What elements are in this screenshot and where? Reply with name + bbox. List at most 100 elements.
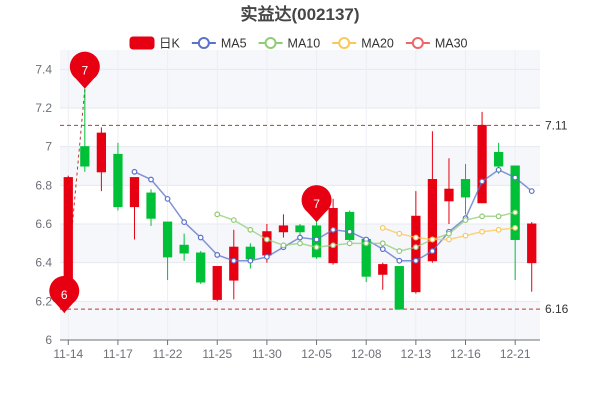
legend-kline-swatch [129, 36, 155, 50]
candle-body [129, 177, 140, 208]
candles [63, 88, 537, 310]
ma5-point [512, 174, 519, 181]
legend[interactable]: 日K MA5 MA10 MA20 MA30 [129, 36, 468, 51]
ma5-point [396, 257, 403, 264]
ma20-point [512, 224, 519, 231]
candle-body [493, 151, 504, 167]
ma5-point [164, 195, 171, 202]
y-tick-label: 7.2 [35, 101, 52, 115]
candle-body [527, 223, 537, 264]
ma5-point [429, 248, 436, 254]
ma10-point [462, 217, 469, 224]
pin-label: 7 [313, 197, 320, 211]
pin-marker-icon [301, 185, 332, 223]
plot-band [60, 301, 540, 340]
candle-body [80, 146, 90, 167]
ma10-point [379, 240, 386, 247]
ma5-point [247, 257, 254, 264]
ma10-point [280, 242, 287, 249]
x-axis: 11-14 11-17 11-22 11-25 11-30 12-05 12-08 12-13… [53, 339, 540, 361]
ma10-point [247, 226, 254, 233]
ma5-point [379, 246, 386, 253]
legend-ma5-marker [197, 37, 210, 49]
pin-marker-icon [69, 51, 100, 89]
candle-body [444, 188, 454, 202]
ma10-point [297, 240, 303, 247]
ma20-point [379, 224, 386, 231]
candle-body [411, 215, 421, 293]
ma20-point [479, 228, 485, 235]
ma5-point [528, 188, 535, 195]
candle-body [378, 264, 388, 275]
pin-label: 6 [61, 288, 68, 302]
candle-body [262, 231, 272, 256]
x-tick-label: 12-05 [301, 347, 332, 361]
ma20-point [446, 236, 452, 243]
candle-body [96, 132, 107, 173]
candle-body [345, 211, 355, 240]
ma20-point [412, 234, 419, 241]
candle-body [63, 177, 73, 293]
pin-marker-icon [49, 275, 80, 313]
candle-body [427, 179, 438, 262]
ma20-point [429, 236, 436, 243]
legend-ma20-label: MA20 [361, 37, 394, 51]
y-tick-label: 6.2 [35, 294, 52, 308]
ma5-point [148, 176, 154, 183]
legend-kline-label: 日K [159, 37, 181, 51]
legend-ma10-marker [264, 37, 277, 49]
plot-band [60, 50, 540, 70]
grid-lines [60, 50, 540, 341]
ma10-point [512, 209, 519, 216]
x-tick-label: 12-08 [351, 347, 382, 361]
candle-body [328, 208, 338, 264]
ma10-point [330, 242, 337, 249]
candle-body [146, 192, 156, 219]
ma5-point [412, 257, 419, 264]
ma5-point [479, 178, 485, 185]
x-tick-label: 11-22 [153, 347, 183, 361]
ma10-point [313, 244, 320, 251]
ma5-point [313, 236, 320, 243]
y-tick-label: 7 [45, 140, 52, 154]
ma10-point [346, 240, 353, 247]
candle-body [229, 246, 239, 281]
candle-body [179, 244, 189, 254]
ma5-point [214, 252, 221, 258]
candle-body [295, 225, 305, 233]
candle-body [394, 266, 404, 310]
ma5-point [197, 234, 204, 241]
ma10-point [446, 230, 452, 237]
ma5-point [346, 228, 353, 235]
y-tick-label: 7.4 [35, 62, 52, 76]
x-tick-label: 12-13 [401, 347, 432, 361]
candle-body [278, 225, 289, 233]
candle-body [162, 221, 173, 258]
x-tick-label: 12-21 [500, 347, 531, 361]
ma20-point [495, 226, 502, 233]
ma5-point [297, 234, 303, 241]
chart-title: 实益达(002137) [240, 4, 359, 24]
ma10-point [230, 217, 237, 224]
plot-band [60, 69, 540, 108]
candle-body [113, 153, 123, 208]
candle-body [212, 266, 222, 300]
ma10-point [479, 213, 485, 220]
y-axis: 6 6.2 6.4 6.6 6.8 7 7.2 7.4 [35, 62, 52, 347]
legend-ma20-marker [338, 37, 351, 49]
legend-ma5-label: MA5 [221, 37, 247, 51]
candle-body [460, 179, 471, 198]
legend-ma10-label: MA10 [288, 37, 321, 51]
y-tick-label: 6.4 [35, 256, 52, 270]
legend-ma30-marker [411, 37, 424, 49]
ma5-point [263, 253, 270, 260]
ma10-point [263, 236, 270, 243]
ma20-point [462, 232, 469, 239]
y-tick-label: 6.8 [35, 178, 52, 192]
x-tick-label: 11-30 [252, 347, 282, 361]
x-tick-label: 12-16 [450, 347, 481, 361]
mark-points: 7 7 6 [49, 51, 332, 313]
plot-band [60, 146, 540, 186]
y-tick-label: 6.6 [35, 217, 52, 231]
